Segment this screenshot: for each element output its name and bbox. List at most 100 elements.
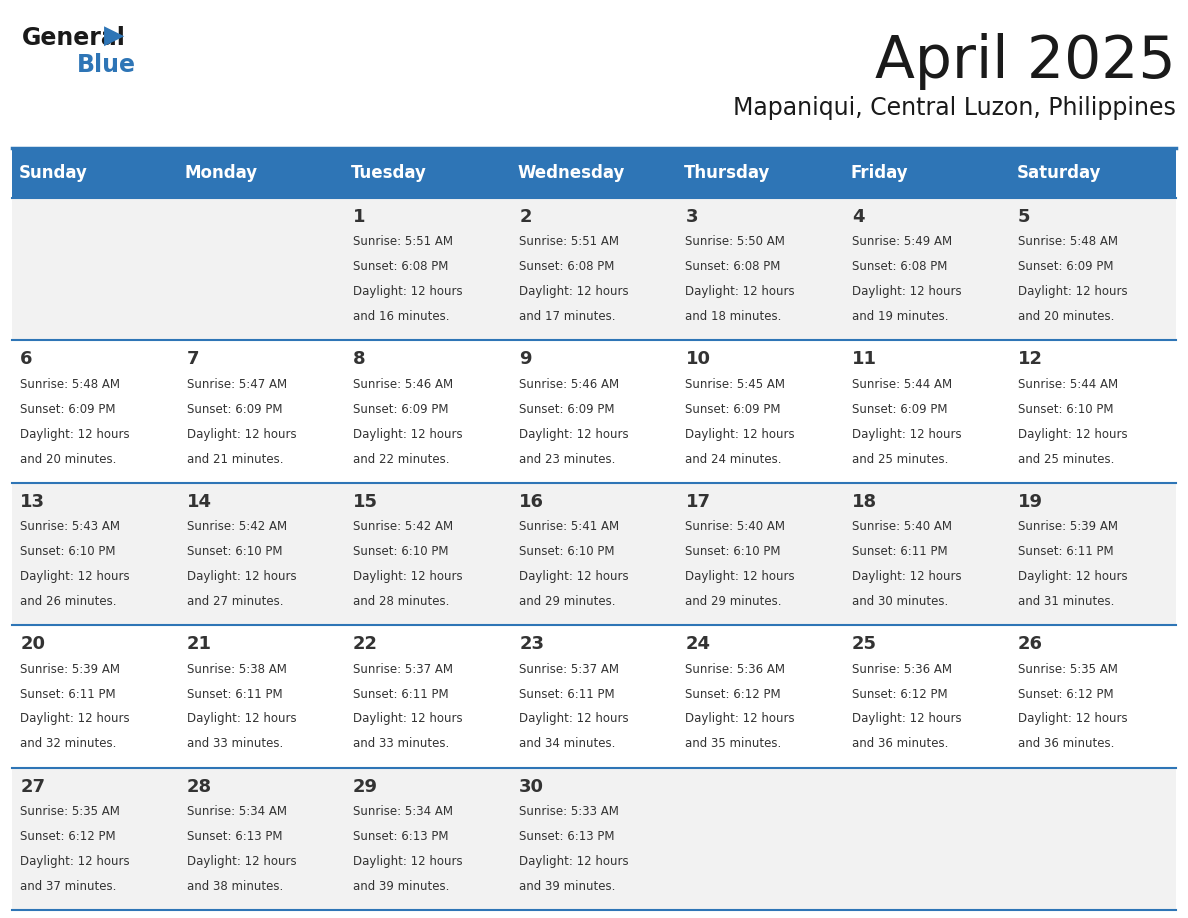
Bar <box>12 148 1176 198</box>
Text: Sunrise: 5:40 AM: Sunrise: 5:40 AM <box>852 521 952 533</box>
Text: Daylight: 12 hours: Daylight: 12 hours <box>1018 712 1127 725</box>
Text: and 35 minutes.: and 35 minutes. <box>685 737 782 750</box>
Text: 11: 11 <box>852 351 877 368</box>
Text: 6: 6 <box>20 351 33 368</box>
Text: and 28 minutes.: and 28 minutes. <box>353 595 449 608</box>
Text: Sunrise: 5:41 AM: Sunrise: 5:41 AM <box>519 521 619 533</box>
Text: 30: 30 <box>519 778 544 796</box>
Text: Daylight: 12 hours: Daylight: 12 hours <box>353 285 462 298</box>
Text: and 29 minutes.: and 29 minutes. <box>519 595 615 608</box>
Text: Sunrise: 5:37 AM: Sunrise: 5:37 AM <box>519 663 619 676</box>
Text: Sunset: 6:13 PM: Sunset: 6:13 PM <box>187 830 282 843</box>
Text: Sunrise: 5:44 AM: Sunrise: 5:44 AM <box>1018 378 1118 391</box>
Text: Daylight: 12 hours: Daylight: 12 hours <box>187 570 296 583</box>
Text: Daylight: 12 hours: Daylight: 12 hours <box>187 855 296 868</box>
Text: Sunrise: 5:33 AM: Sunrise: 5:33 AM <box>519 805 619 818</box>
Text: Sunrise: 5:48 AM: Sunrise: 5:48 AM <box>1018 235 1118 249</box>
Text: Sunrise: 5:47 AM: Sunrise: 5:47 AM <box>187 378 286 391</box>
Text: 29: 29 <box>353 778 378 796</box>
Text: Sunday: Sunday <box>19 164 88 182</box>
Text: 27: 27 <box>20 778 45 796</box>
Text: Sunset: 6:13 PM: Sunset: 6:13 PM <box>353 830 448 843</box>
Text: Sunset: 6:10 PM: Sunset: 6:10 PM <box>187 545 282 558</box>
Text: 2: 2 <box>519 208 532 226</box>
Text: Sunset: 6:10 PM: Sunset: 6:10 PM <box>20 545 115 558</box>
Text: 19: 19 <box>1018 493 1043 510</box>
Text: Sunset: 6:11 PM: Sunset: 6:11 PM <box>353 688 449 700</box>
Text: Daylight: 12 hours: Daylight: 12 hours <box>353 570 462 583</box>
Text: Daylight: 12 hours: Daylight: 12 hours <box>1018 285 1127 298</box>
Text: Sunset: 6:09 PM: Sunset: 6:09 PM <box>187 403 282 416</box>
Text: and 32 minutes.: and 32 minutes. <box>20 737 116 750</box>
Text: Daylight: 12 hours: Daylight: 12 hours <box>1018 428 1127 441</box>
Text: 12: 12 <box>1018 351 1043 368</box>
Text: and 17 minutes.: and 17 minutes. <box>519 310 615 323</box>
Text: Sunrise: 5:34 AM: Sunrise: 5:34 AM <box>187 805 286 818</box>
Text: 15: 15 <box>353 493 378 510</box>
Text: Sunrise: 5:48 AM: Sunrise: 5:48 AM <box>20 378 120 391</box>
Text: Daylight: 12 hours: Daylight: 12 hours <box>852 570 961 583</box>
Text: Daylight: 12 hours: Daylight: 12 hours <box>20 570 129 583</box>
Bar <box>12 767 1176 910</box>
Text: Daylight: 12 hours: Daylight: 12 hours <box>519 855 628 868</box>
Text: Daylight: 12 hours: Daylight: 12 hours <box>519 428 628 441</box>
Text: and 37 minutes.: and 37 minutes. <box>20 879 116 892</box>
Text: Daylight: 12 hours: Daylight: 12 hours <box>20 712 129 725</box>
Text: Sunset: 6:11 PM: Sunset: 6:11 PM <box>852 545 947 558</box>
Text: Sunrise: 5:35 AM: Sunrise: 5:35 AM <box>1018 663 1118 676</box>
Text: Monday: Monday <box>185 164 258 182</box>
Text: 3: 3 <box>685 208 699 226</box>
Text: Sunrise: 5:39 AM: Sunrise: 5:39 AM <box>1018 521 1118 533</box>
Text: Sunrise: 5:36 AM: Sunrise: 5:36 AM <box>852 663 952 676</box>
Text: and 36 minutes.: and 36 minutes. <box>1018 737 1114 750</box>
Text: Sunset: 6:12 PM: Sunset: 6:12 PM <box>1018 688 1113 700</box>
Text: Sunrise: 5:51 AM: Sunrise: 5:51 AM <box>353 235 453 249</box>
Text: 18: 18 <box>852 493 877 510</box>
Text: Sunrise: 5:35 AM: Sunrise: 5:35 AM <box>20 805 120 818</box>
Text: and 34 minutes.: and 34 minutes. <box>519 737 615 750</box>
Text: Daylight: 12 hours: Daylight: 12 hours <box>685 428 795 441</box>
Text: Sunrise: 5:39 AM: Sunrise: 5:39 AM <box>20 663 120 676</box>
Text: Sunset: 6:10 PM: Sunset: 6:10 PM <box>353 545 448 558</box>
Text: Sunset: 6:10 PM: Sunset: 6:10 PM <box>519 545 614 558</box>
Text: Sunrise: 5:42 AM: Sunrise: 5:42 AM <box>353 521 453 533</box>
Text: Saturday: Saturday <box>1017 164 1101 182</box>
Text: Daylight: 12 hours: Daylight: 12 hours <box>685 712 795 725</box>
Text: Daylight: 12 hours: Daylight: 12 hours <box>20 428 129 441</box>
Text: 1: 1 <box>353 208 366 226</box>
Text: Sunset: 6:11 PM: Sunset: 6:11 PM <box>1018 545 1113 558</box>
Text: and 38 minutes.: and 38 minutes. <box>187 879 283 892</box>
Text: Daylight: 12 hours: Daylight: 12 hours <box>685 285 795 298</box>
Text: Tuesday: Tuesday <box>352 164 428 182</box>
Text: Friday: Friday <box>851 164 908 182</box>
Text: Daylight: 12 hours: Daylight: 12 hours <box>519 570 628 583</box>
Text: Daylight: 12 hours: Daylight: 12 hours <box>353 428 462 441</box>
Text: and 36 minutes.: and 36 minutes. <box>852 737 948 750</box>
Text: Daylight: 12 hours: Daylight: 12 hours <box>187 712 296 725</box>
Text: Daylight: 12 hours: Daylight: 12 hours <box>685 570 795 583</box>
Text: Daylight: 12 hours: Daylight: 12 hours <box>353 712 462 725</box>
Text: 25: 25 <box>852 635 877 654</box>
Text: and 31 minutes.: and 31 minutes. <box>1018 595 1114 608</box>
Text: Sunrise: 5:40 AM: Sunrise: 5:40 AM <box>685 521 785 533</box>
Text: Sunrise: 5:50 AM: Sunrise: 5:50 AM <box>685 235 785 249</box>
Text: and 16 minutes.: and 16 minutes. <box>353 310 449 323</box>
Bar <box>12 341 1176 483</box>
Text: 13: 13 <box>20 493 45 510</box>
Text: Sunrise: 5:44 AM: Sunrise: 5:44 AM <box>852 378 952 391</box>
Text: Sunset: 6:08 PM: Sunset: 6:08 PM <box>685 261 781 274</box>
Text: 22: 22 <box>353 635 378 654</box>
Text: and 33 minutes.: and 33 minutes. <box>187 737 283 750</box>
Text: 20: 20 <box>20 635 45 654</box>
Text: Sunset: 6:09 PM: Sunset: 6:09 PM <box>685 403 781 416</box>
Text: Sunset: 6:09 PM: Sunset: 6:09 PM <box>852 403 947 416</box>
Text: 28: 28 <box>187 778 211 796</box>
Text: 24: 24 <box>685 635 710 654</box>
Bar <box>12 625 1176 767</box>
Text: and 21 minutes.: and 21 minutes. <box>187 453 283 465</box>
Text: 4: 4 <box>852 208 864 226</box>
Text: 16: 16 <box>519 493 544 510</box>
Text: Sunrise: 5:49 AM: Sunrise: 5:49 AM <box>852 235 952 249</box>
Text: Sunset: 6:12 PM: Sunset: 6:12 PM <box>685 688 781 700</box>
Text: 5: 5 <box>1018 208 1030 226</box>
